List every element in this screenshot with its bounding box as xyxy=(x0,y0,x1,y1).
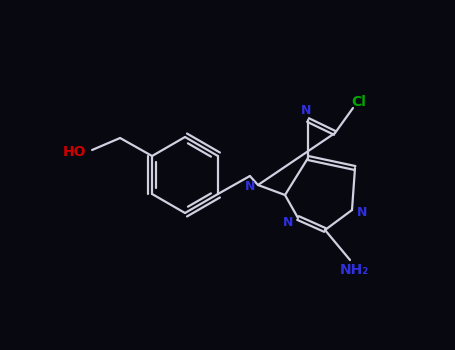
Text: N: N xyxy=(283,216,293,229)
Text: N: N xyxy=(245,180,255,193)
Text: Cl: Cl xyxy=(352,95,366,109)
Text: NH₂: NH₂ xyxy=(339,263,369,277)
Text: N: N xyxy=(357,205,367,218)
Text: HO: HO xyxy=(62,145,86,159)
Text: N: N xyxy=(301,105,311,118)
